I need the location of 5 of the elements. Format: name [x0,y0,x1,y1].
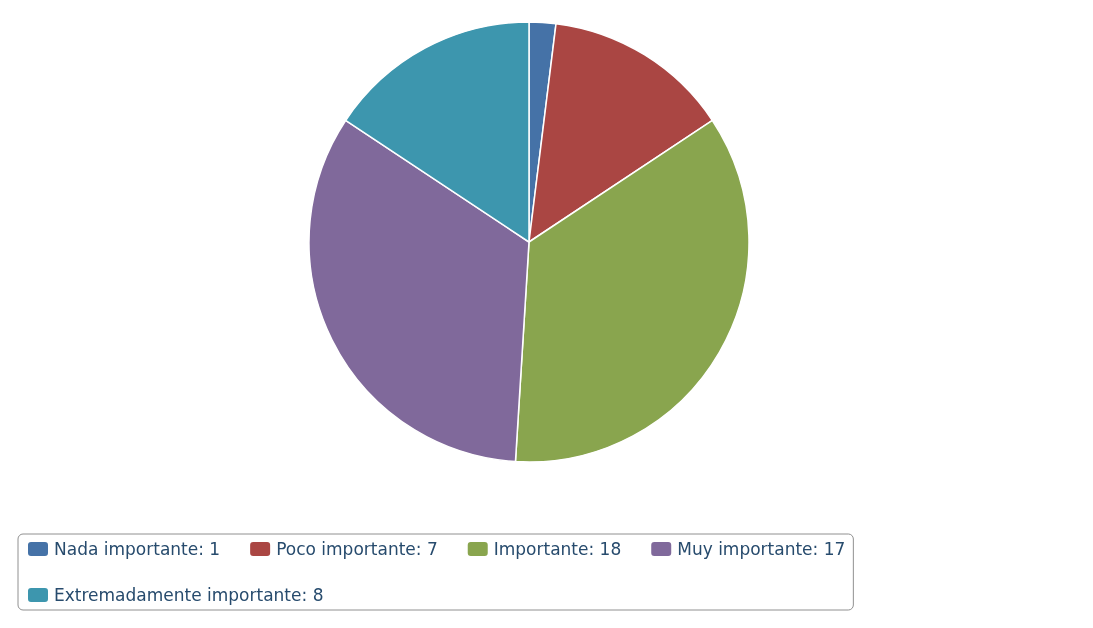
legend-label: Muy importante: 17 [677,539,846,559]
legend-label: Importante: 18 [493,539,622,559]
legend-label: Poco importante: 7 [276,539,438,559]
legend-label: Nada importante: 1 [54,539,221,559]
legend-label: Extremadamente importante: 8 [54,585,324,605]
